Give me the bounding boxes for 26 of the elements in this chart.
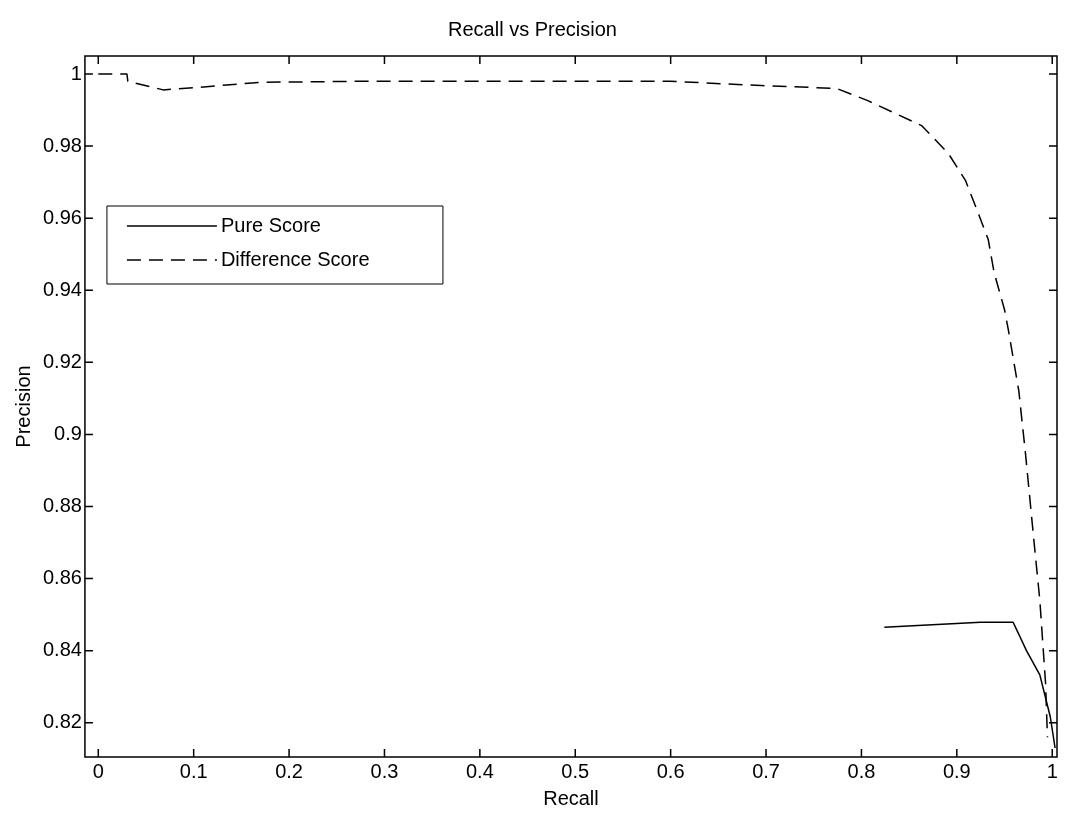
x-tick-label: 0.6 xyxy=(656,759,685,782)
legend-label: Difference Score xyxy=(220,247,370,270)
x-tick-label: 0 xyxy=(92,759,104,782)
y-tick-label: 0.9 xyxy=(54,421,82,444)
x-tick-label: 0.3 xyxy=(370,759,399,782)
y-tick-label: 0.88 xyxy=(42,494,82,517)
x-axis-title: Recall xyxy=(543,786,599,809)
x-tick-label: 0.2 xyxy=(275,759,303,782)
x-tick-label: 0.1 xyxy=(179,759,208,782)
y-axis-title: Precision xyxy=(11,365,34,448)
y-tick-label: 0.96 xyxy=(42,205,82,228)
x-tick-label: 0.4 xyxy=(465,759,494,782)
y-tick-label: 0.92 xyxy=(42,349,82,372)
y-tick-label: 0.84 xyxy=(42,638,82,661)
x-tick-label: 0.9 xyxy=(942,759,971,782)
y-tick-label: 0.82 xyxy=(42,710,82,733)
chart-title: Recall vs Precision xyxy=(448,17,617,40)
legend-label: Pure Score xyxy=(220,213,321,236)
y-tick-label: 1 xyxy=(70,61,82,84)
x-tick-label: 0.5 xyxy=(561,759,590,782)
x-tick-label: 1 xyxy=(1046,759,1058,782)
x-tick-label: 0.8 xyxy=(847,759,876,782)
y-tick-label: 0.94 xyxy=(42,277,82,300)
y-tick-label: 0.98 xyxy=(42,133,82,156)
x-tick-label: 0.7 xyxy=(752,759,780,782)
y-tick-label: 0.86 xyxy=(42,566,82,589)
